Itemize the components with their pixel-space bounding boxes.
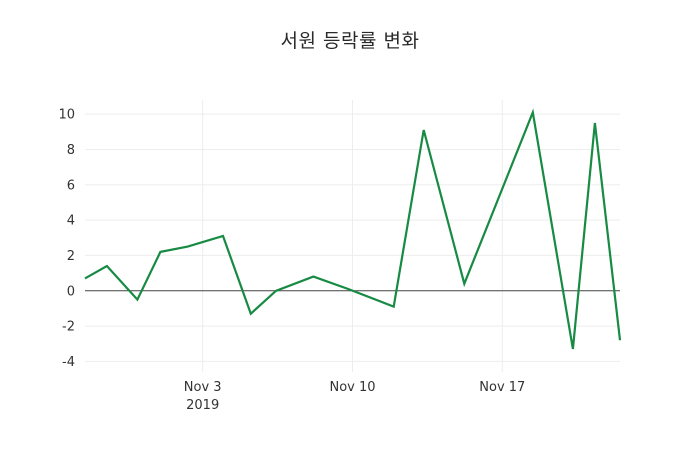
- x-tick-label: Nov 3: [184, 380, 222, 395]
- y-tick-label: -2: [62, 320, 75, 335]
- y-tick-label: 6: [67, 178, 75, 193]
- x-axis-year-label: 2019: [186, 398, 219, 413]
- y-tick-label: 0: [67, 284, 75, 299]
- x-tick-label: Nov 10: [329, 380, 375, 395]
- y-tick-label: -4: [62, 355, 75, 370]
- chart-title: 서원 등락률 변화: [280, 30, 420, 52]
- y-tick-label: 2: [67, 249, 75, 264]
- y-tick-label: 8: [67, 143, 75, 158]
- x-tick-label: Nov 17: [479, 380, 525, 395]
- y-tick-label: 4: [67, 214, 75, 229]
- y-tick-label: 10: [58, 108, 75, 123]
- series-line: [84, 108, 622, 350]
